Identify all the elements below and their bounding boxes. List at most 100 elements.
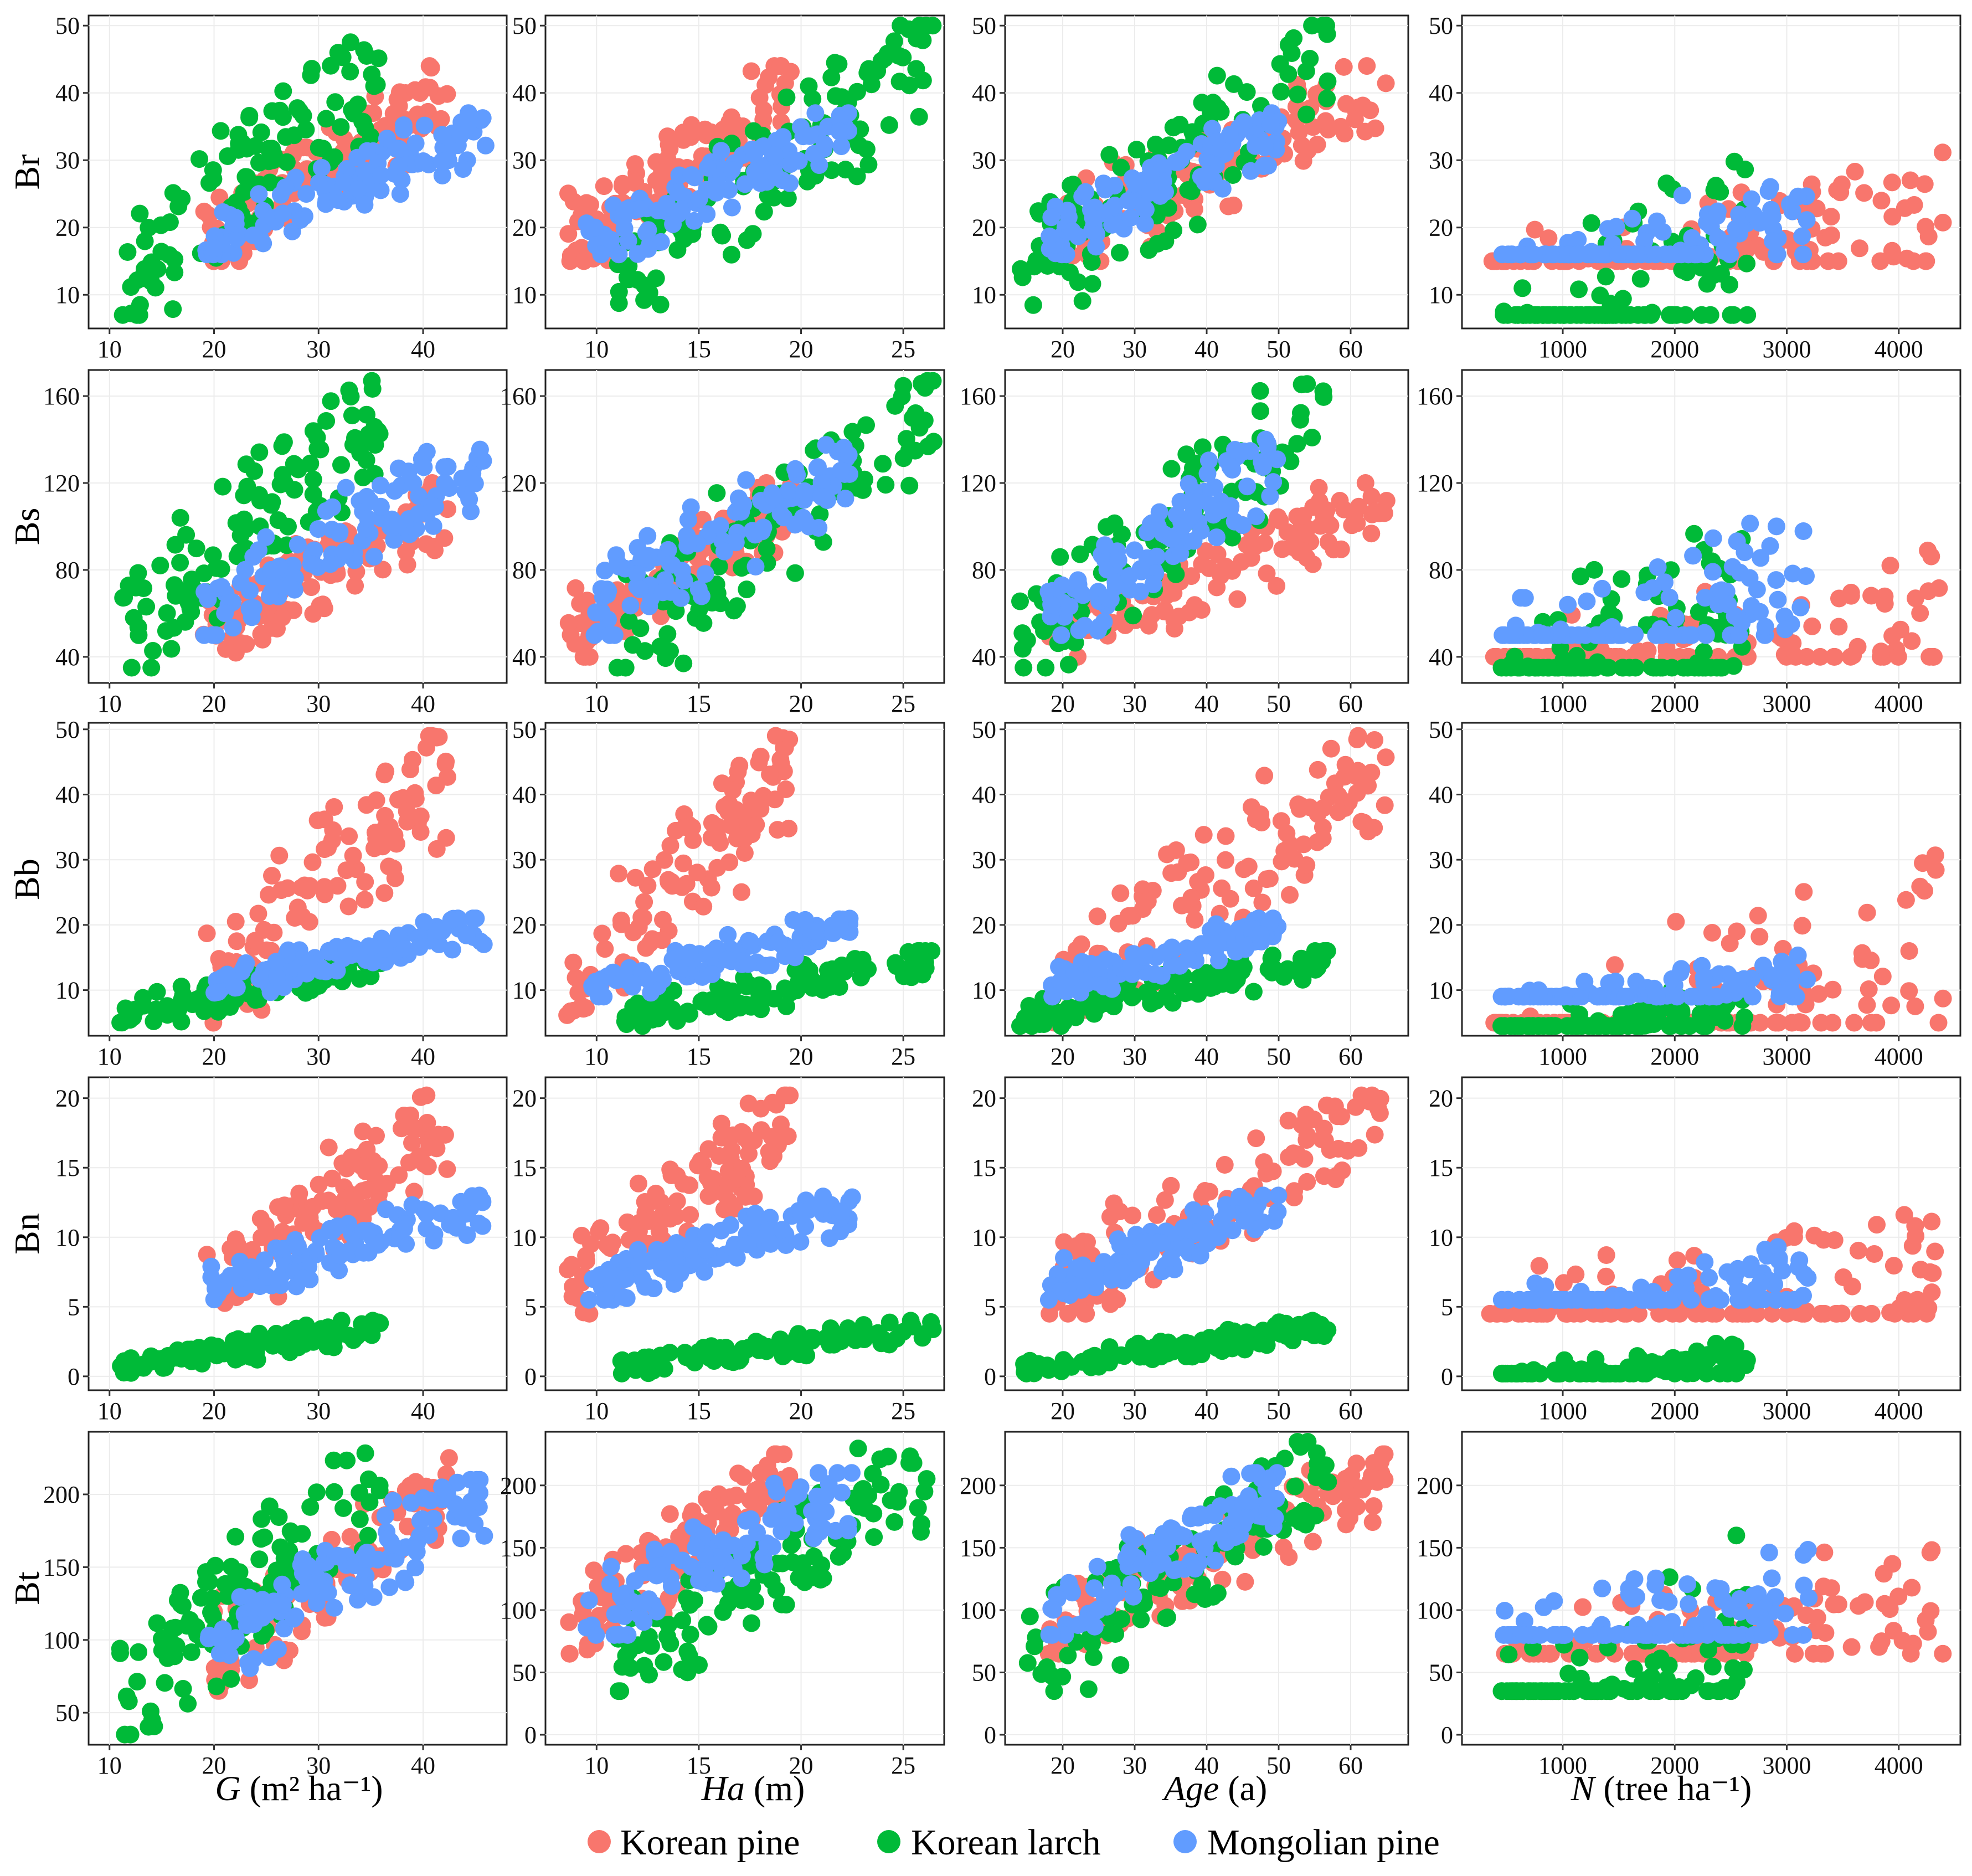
point-mongolian-pine — [390, 140, 408, 158]
point-korean-larch — [723, 1351, 741, 1369]
point-korean-pine — [704, 1170, 723, 1188]
point-mongolian-pine — [764, 488, 782, 506]
point-korean-larch — [166, 263, 184, 281]
y-tick-label: 40 — [1429, 80, 1453, 107]
point-korean-larch — [631, 619, 650, 638]
point-mongolian-pine — [639, 221, 657, 239]
point-mongolian-pine — [586, 973, 605, 991]
point-mongolian-pine — [331, 1246, 349, 1265]
x-tick-label: 20 — [789, 1397, 813, 1425]
point-korean-larch — [1701, 306, 1719, 324]
point-korean-pine — [1824, 1014, 1842, 1032]
x-tick-label: 30 — [306, 1397, 331, 1425]
point-mongolian-pine — [1512, 245, 1530, 264]
point-mongolian-pine — [433, 167, 451, 184]
point-mongolian-pine — [1559, 595, 1577, 614]
point-korean-larch — [1594, 306, 1612, 324]
point-korean-pine — [1900, 982, 1918, 1000]
point-mongolian-pine — [1654, 223, 1672, 241]
point-mongolian-pine — [1041, 227, 1058, 245]
point-mongolian-pine — [682, 166, 701, 184]
point-korean-larch — [632, 999, 650, 1017]
x-tick-label: 40 — [411, 1397, 435, 1425]
x-tick-label: 20 — [1051, 690, 1075, 717]
point-korean-pine — [1728, 922, 1746, 940]
point-korean-pine — [1926, 846, 1944, 865]
point-korean-pine — [626, 155, 644, 173]
point-korean-larch — [894, 449, 913, 467]
point-mongolian-pine — [1223, 461, 1242, 479]
point-mongolian-pine — [745, 145, 764, 163]
point-mongolian-pine — [761, 1235, 780, 1253]
point-korean-pine — [1920, 647, 1939, 666]
point-mongolian-pine — [410, 938, 429, 956]
point-korean-larch — [779, 189, 797, 207]
point-mongolian-pine — [1798, 211, 1816, 229]
point-mongolian-pine — [473, 1217, 492, 1235]
point-mongolian-pine — [356, 196, 374, 214]
point-korean-pine — [226, 913, 245, 931]
x-tick-label: 60 — [1338, 336, 1363, 363]
point-mongolian-pine — [372, 166, 390, 184]
point-mongolian-pine — [361, 492, 379, 511]
point-mongolian-pine — [209, 983, 228, 1001]
point-korean-pine — [324, 821, 342, 839]
point-korean-larch — [1319, 72, 1337, 90]
point-korean-larch — [214, 477, 232, 496]
point-mongolian-pine — [817, 436, 835, 454]
point-mongolian-pine — [454, 160, 472, 178]
point-mongolian-pine — [213, 578, 231, 596]
point-mongolian-pine — [1681, 626, 1700, 644]
point-korean-pine — [635, 893, 653, 911]
point-korean-pine — [1346, 110, 1364, 129]
x-tick-label: 25 — [891, 1397, 915, 1425]
point-korean-pine — [1228, 590, 1247, 608]
x-tick-label: 30 — [306, 690, 331, 717]
point-korean-pine — [327, 1201, 346, 1219]
point-korean-pine — [1278, 824, 1296, 842]
point-korean-larch — [187, 1344, 205, 1362]
point-mongolian-pine — [1499, 245, 1517, 264]
point-korean-larch — [142, 659, 161, 677]
point-korean-larch — [144, 642, 162, 660]
point-korean-larch — [204, 170, 223, 188]
point-korean-pine — [780, 819, 798, 837]
point-mongolian-pine — [1171, 492, 1190, 511]
point-korean-pine — [1294, 507, 1312, 525]
point-mongolian-pine — [1198, 165, 1217, 183]
point-korean-larch — [1724, 657, 1743, 675]
point-korean-larch — [1292, 404, 1310, 422]
point-korean-larch — [1157, 987, 1175, 1005]
point-korean-larch — [1506, 647, 1524, 666]
point-korean-larch — [285, 126, 303, 145]
point-mongolian-pine — [1616, 988, 1635, 1006]
point-korean-pine — [1377, 748, 1395, 767]
x-tick-label: 1000 — [1538, 690, 1587, 717]
point-mongolian-pine — [464, 909, 482, 928]
point-mongolian-pine — [312, 159, 331, 177]
y-tick-label: 30 — [972, 147, 996, 174]
point-korean-pine — [417, 535, 435, 553]
point-korean-larch — [1738, 306, 1757, 324]
point-mongolian-pine — [1177, 142, 1196, 161]
point-mongolian-pine — [1741, 569, 1759, 587]
point-korean-pine — [298, 881, 317, 900]
point-korean-larch — [661, 1344, 679, 1362]
y-tick-label: 120 — [500, 470, 537, 497]
point-korean-pine — [1329, 787, 1347, 805]
point-mongolian-pine — [628, 565, 646, 583]
point-mongolian-pine — [1136, 201, 1155, 219]
point-korean-larch — [1722, 306, 1740, 324]
point-korean-larch — [651, 295, 670, 313]
point-korean-larch — [800, 77, 818, 95]
point-mongolian-pine — [723, 161, 741, 179]
point-korean-pine — [1376, 796, 1394, 814]
point-mongolian-pine — [774, 128, 792, 146]
point-mongolian-pine — [741, 932, 759, 950]
point-korean-pine — [739, 1094, 758, 1113]
point-korean-pine — [420, 57, 439, 75]
point-mongolian-pine — [349, 180, 367, 198]
point-mongolian-pine — [216, 604, 234, 623]
